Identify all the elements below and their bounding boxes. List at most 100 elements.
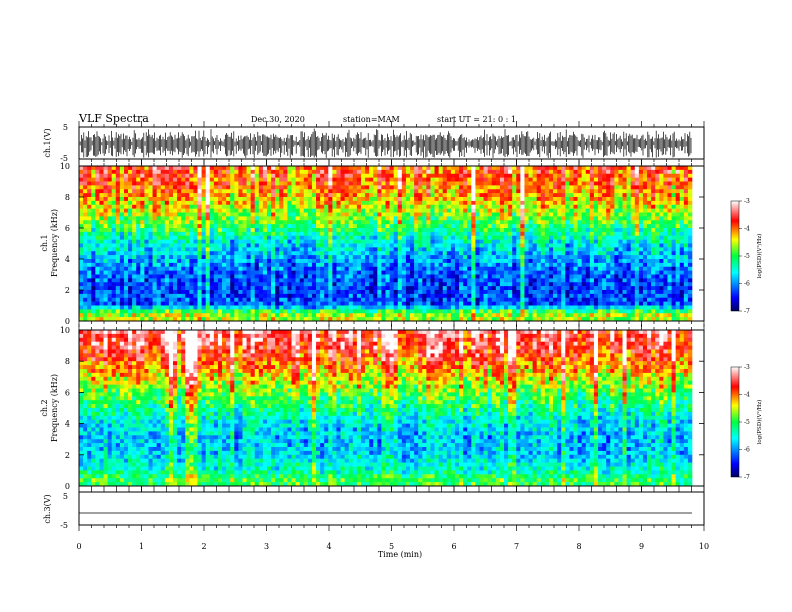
spectrogram-cell bbox=[459, 247, 464, 252]
spectrogram-cell bbox=[295, 189, 300, 194]
figure-title: VLF Spectra bbox=[78, 112, 149, 125]
spectrogram-cell bbox=[295, 200, 300, 206]
spectrogram-cell bbox=[87, 185, 92, 190]
spectrogram-cell bbox=[606, 169, 611, 175]
spectrogram-cell bbox=[651, 274, 656, 279]
spectrogram-cell bbox=[140, 247, 145, 252]
spectrogram-cell bbox=[512, 266, 517, 271]
spectrogram-cell bbox=[340, 290, 345, 295]
spectrogram-cell bbox=[565, 235, 570, 240]
spectrogram-cell bbox=[647, 189, 652, 194]
spectrogram-cell bbox=[463, 181, 468, 186]
spectrogram-cell bbox=[222, 224, 227, 229]
spectrogram-cell bbox=[287, 177, 292, 182]
spectrogram-cell bbox=[197, 177, 202, 182]
spectrogram-cell bbox=[209, 235, 215, 240]
spectrogram-cell bbox=[675, 266, 681, 271]
spectrogram-cell bbox=[512, 255, 517, 260]
spectrogram-cell bbox=[189, 278, 194, 283]
spectrogram-cell bbox=[279, 262, 284, 268]
spectrogram-cell bbox=[463, 259, 468, 264]
spectrogram-cell bbox=[557, 270, 562, 275]
spectrogram-cell bbox=[524, 243, 529, 248]
spectrogram-cell bbox=[381, 177, 386, 182]
spectrogram-cell bbox=[467, 200, 472, 206]
spectrogram-cell bbox=[217, 282, 223, 287]
spectrogram-cell bbox=[422, 185, 427, 190]
spectrogram-cell bbox=[540, 224, 546, 229]
spectrogram-cell bbox=[262, 169, 268, 175]
spectrogram-cell bbox=[602, 286, 607, 291]
spectrogram-cell bbox=[201, 235, 206, 240]
spectrogram-cell bbox=[352, 212, 358, 217]
spectrogram-cell bbox=[663, 231, 668, 237]
spectrogram-cell bbox=[172, 286, 178, 291]
spectrogram-cell bbox=[246, 224, 251, 229]
spectrogram-cell bbox=[401, 235, 407, 240]
spectrogram-cell bbox=[602, 166, 607, 171]
spectrogram-cell bbox=[606, 212, 611, 217]
spectrogram-cell bbox=[385, 251, 390, 256]
spectrogram-cell bbox=[536, 181, 542, 186]
spectrogram-cell bbox=[589, 166, 595, 171]
spectrogram-cell bbox=[95, 290, 100, 295]
spectrogram-cell bbox=[234, 177, 239, 182]
spectrogram-cell bbox=[397, 173, 403, 178]
spectrogram-cell bbox=[606, 270, 611, 275]
spectrogram-cell bbox=[295, 166, 300, 171]
spectrogram-cell bbox=[667, 282, 672, 287]
spectrogram-cell bbox=[508, 243, 513, 248]
spectrogram-cell bbox=[659, 231, 664, 237]
spectrogram-cell bbox=[344, 216, 350, 221]
spectrogram-cell bbox=[454, 243, 460, 248]
spectrogram-cell bbox=[475, 224, 480, 229]
spectrogram-cell bbox=[638, 212, 644, 217]
spectrogram-cell bbox=[291, 290, 296, 295]
spectrogram-cell bbox=[438, 274, 444, 279]
spectrogram-cell bbox=[483, 181, 488, 186]
spectrogram-cell bbox=[463, 177, 468, 182]
spectrogram-cell bbox=[320, 266, 325, 271]
spectrogram-cell bbox=[565, 173, 570, 178]
spectrogram-cell bbox=[569, 266, 574, 271]
spectrogram-cell bbox=[401, 239, 407, 244]
spectrogram-cell bbox=[250, 185, 256, 190]
spectrogram-cell bbox=[512, 259, 517, 264]
spectrogram-cell bbox=[459, 239, 464, 244]
spectrogram-cell bbox=[360, 208, 366, 213]
spectrogram-cell bbox=[589, 262, 595, 268]
spectrogram-cell bbox=[148, 197, 153, 202]
spectrogram-cell bbox=[246, 212, 251, 217]
spectrogram-cell bbox=[213, 220, 219, 225]
spectrogram-cell bbox=[634, 224, 640, 229]
spectrogram-cell bbox=[475, 193, 480, 198]
spectrogram-cell bbox=[381, 181, 386, 186]
spectrogram-cell bbox=[405, 166, 411, 171]
spectrogram-cell bbox=[352, 235, 358, 240]
spectrogram-cell bbox=[328, 181, 333, 186]
spectrogram-cell bbox=[136, 266, 141, 271]
spectrogram-cell bbox=[107, 193, 112, 198]
spectrogram-cell bbox=[410, 262, 415, 268]
spectrogram-cell bbox=[299, 173, 305, 178]
spectrogram-cell bbox=[381, 262, 386, 268]
spectrogram-cell bbox=[91, 185, 96, 190]
spectrogram-cell bbox=[557, 181, 562, 186]
spectrogram-cell bbox=[152, 204, 157, 209]
spectrogram-cell bbox=[463, 224, 468, 229]
spectrogram-cell bbox=[585, 197, 591, 202]
spectrogram-cell bbox=[647, 185, 652, 190]
spectrogram-cell bbox=[181, 239, 186, 244]
spectrogram-cell bbox=[483, 235, 488, 240]
spectrogram-cell bbox=[140, 266, 145, 271]
spectrogram-cell bbox=[430, 235, 435, 240]
spectrogram-cell bbox=[266, 266, 272, 271]
spectrogram-cell bbox=[246, 290, 251, 295]
spectrogram-cell bbox=[185, 220, 190, 225]
spectrogram-cell bbox=[532, 197, 538, 202]
spectrogram-cell bbox=[344, 224, 350, 229]
spectrogram-cell bbox=[168, 255, 174, 260]
spectrogram-cell bbox=[266, 169, 272, 175]
spectrogram-cell bbox=[687, 235, 693, 240]
spectrogram-cell bbox=[365, 220, 370, 225]
